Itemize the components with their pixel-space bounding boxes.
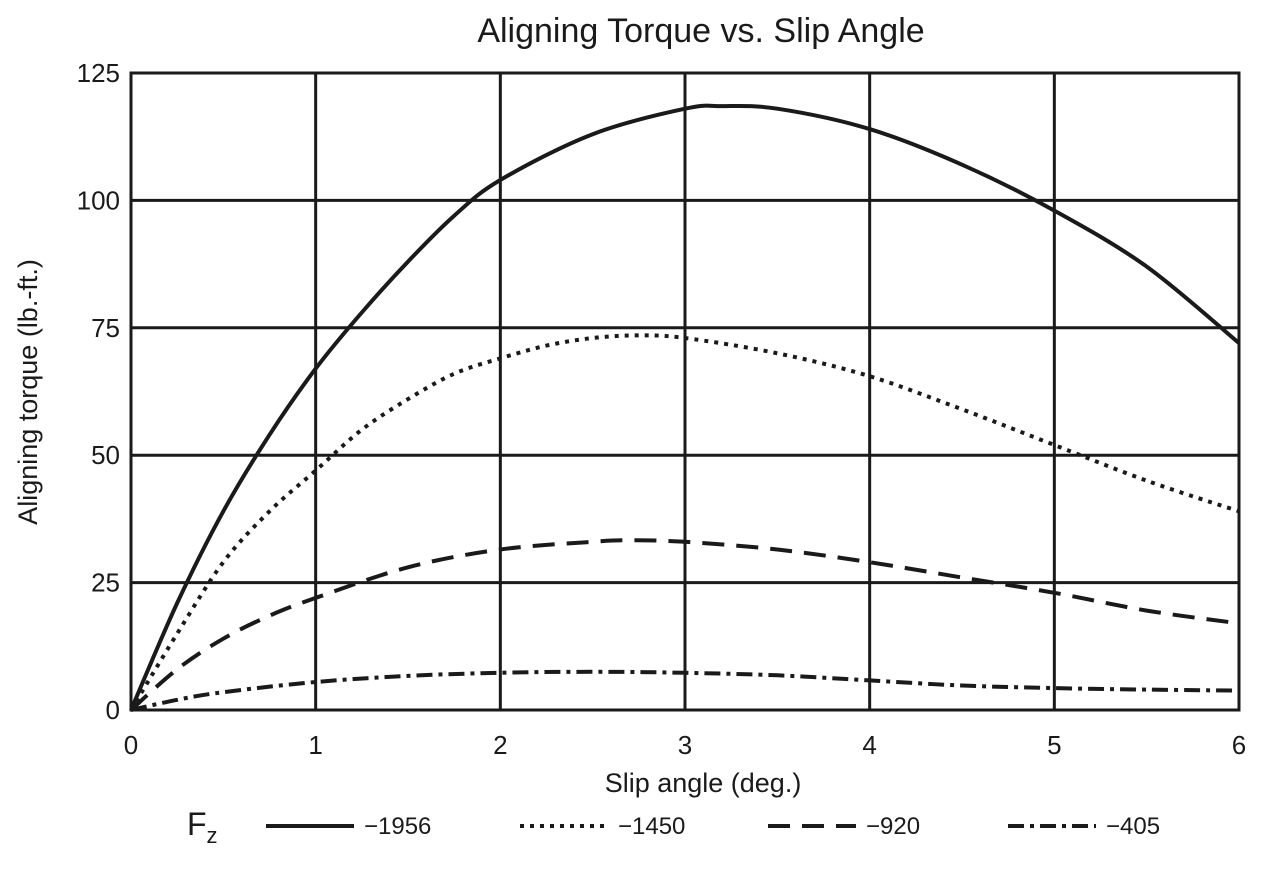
legend-label-1: −1450 — [618, 813, 685, 840]
y-tick-label-3: 75 — [91, 313, 120, 343]
y-tick-label-5: 125 — [77, 58, 120, 88]
legend-title-main: F — [187, 806, 207, 842]
chart-title: Aligning Torque vs. Slip Angle — [477, 12, 924, 50]
legend-title-subscript: z — [207, 823, 218, 848]
x-tick-label-0: 0 — [124, 730, 138, 760]
x-tick-label-3: 3 — [678, 730, 692, 760]
y-tick-label-2: 50 — [91, 440, 120, 470]
plot-frame — [129, 71, 1241, 712]
y-tick-label-1: 25 — [91, 568, 120, 598]
x-tick-label-4: 4 — [862, 730, 876, 760]
y-tick-labels: 0 25 50 75 100 125 — [77, 58, 120, 725]
x-tick-labels: 0 1 2 3 4 5 6 — [124, 730, 1246, 760]
legend-items: −1956 −1450 −920 −405 — [266, 813, 1160, 840]
series-line-3 — [130, 669, 1240, 712]
x-tick-label-2: 2 — [493, 730, 507, 760]
x-tick-label-5: 5 — [1047, 730, 1061, 760]
x-tick-label-6: 6 — [1232, 730, 1246, 760]
x-axis-label: Slip angle (deg.) — [605, 768, 802, 798]
legend-label-0: −1956 — [364, 813, 431, 840]
legend-label-3: −405 — [1106, 813, 1160, 840]
legend: Fz −1956 −1450 −920 −405 — [187, 806, 1160, 848]
series-lines — [129, 103, 1241, 712]
y-tick-label-0: 0 — [106, 695, 120, 725]
y-axis-label: Aligning torque (lb.-ft.) — [13, 259, 43, 525]
y-tick-label-4: 100 — [77, 185, 120, 215]
x-tick-label-1: 1 — [308, 730, 322, 760]
legend-label-2: −920 — [866, 813, 920, 840]
series-line-0 — [129, 103, 1241, 711]
legend-title: Fz — [187, 806, 218, 848]
series-line-2 — [129, 538, 1240, 712]
